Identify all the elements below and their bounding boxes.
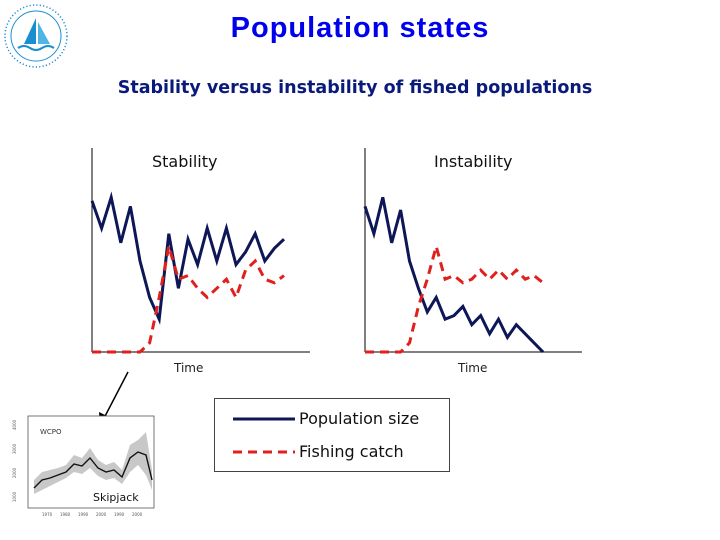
page-subtitle: Stability versus instability of fished p… [117, 78, 593, 98]
series-line-population-0 [90, 191, 286, 325]
thumbnail-tick: 1000 [12, 491, 17, 502]
thumbnail-tick: 4000 [12, 419, 17, 430]
thumbnail-x-ticks: 1970 1980 1990 2000 1990 2000 [42, 512, 143, 517]
chart-title-stability: Stability [152, 152, 218, 171]
legend-swatches [233, 417, 295, 454]
x-axis-label-instability: Time [458, 361, 488, 375]
series-line-catch-1 [365, 240, 544, 354]
chart-instability [363, 148, 582, 354]
thumbnail-tick: 3000 [12, 443, 17, 454]
series-line-population-1 [363, 196, 545, 354]
logo-sail-right [38, 22, 50, 44]
thumbnail-tick: 2000 [12, 467, 17, 478]
thumbnail-tick: 2000 [132, 512, 143, 517]
logo-ring-outer [4, 4, 68, 68]
thumbnail-trend-line [33, 451, 153, 489]
logo-waves [17, 45, 55, 51]
page-title: Population states [230, 12, 490, 44]
logo-sail-left [24, 18, 36, 44]
thumbnail-tick: 1970 [42, 512, 53, 517]
chart-title-instability: Instability [434, 152, 513, 171]
legend: Population size Fishing catch [214, 398, 450, 472]
thumbnail-tick: 1980 [60, 512, 71, 517]
logo-ring-inner [10, 10, 62, 62]
skipjack-thumbnail: WCPO 4000 3000 2000 1000 1970 1980 1990 … [12, 415, 155, 517]
legend-label-catch: Fishing catch [299, 442, 404, 461]
chart-stability [90, 148, 310, 354]
legend-label-population: Population size [299, 409, 420, 428]
thumbnail-label: WCPO [40, 428, 62, 436]
thumbnail-tick: 2000 [96, 512, 107, 517]
pointer-arrow [101, 371, 129, 423]
thumbnail-y-ticks: 4000 3000 2000 1000 [12, 419, 17, 502]
thumbnail-tick: 1990 [78, 512, 89, 517]
series-line-catch-0 [92, 245, 285, 354]
thumbnail-band [34, 432, 152, 494]
thumbnail-caption: Skipjack [93, 491, 139, 504]
thumbnail-tick: 1990 [114, 512, 125, 517]
x-axis-label-stability: Time [174, 361, 204, 375]
sailboat-logo [4, 4, 68, 68]
